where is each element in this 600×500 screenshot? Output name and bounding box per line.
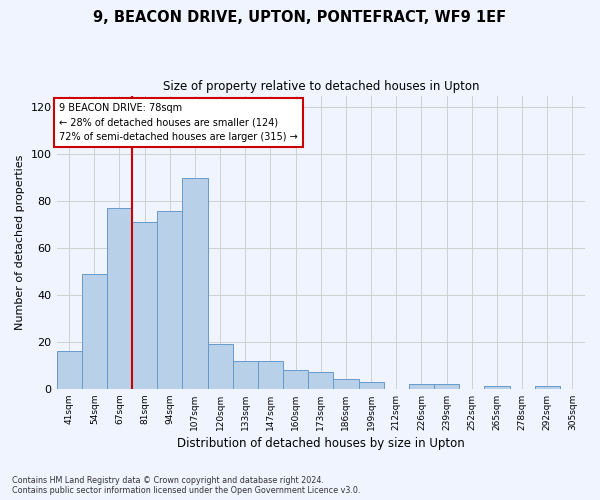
X-axis label: Distribution of detached houses by size in Upton: Distribution of detached houses by size … (177, 437, 464, 450)
Bar (182, 178, 208, 389)
Bar (233, 360, 258, 389)
Bar (157, 210, 182, 389)
Y-axis label: Number of detached properties: Number of detached properties (15, 154, 25, 330)
Bar (258, 360, 283, 389)
Text: 9, BEACON DRIVE, UPTON, PONTEFRACT, WF9 1EF: 9, BEACON DRIVE, UPTON, PONTEFRACT, WF9 … (94, 10, 506, 25)
Bar (56, 352, 82, 389)
Bar (283, 370, 308, 389)
Bar (359, 382, 383, 389)
Bar (107, 208, 132, 389)
Bar (82, 274, 107, 389)
Bar (132, 222, 157, 389)
Bar (334, 380, 359, 389)
Text: 9 BEACON DRIVE: 78sqm
← 28% of detached houses are smaller (124)
72% of semi-det: 9 BEACON DRIVE: 78sqm ← 28% of detached … (59, 102, 298, 142)
Text: Contains HM Land Registry data © Crown copyright and database right 2024.
Contai: Contains HM Land Registry data © Crown c… (12, 476, 361, 495)
Bar (208, 344, 233, 389)
Bar (535, 386, 560, 389)
Bar (409, 384, 434, 389)
Bar (484, 386, 509, 389)
Bar (308, 372, 334, 389)
Title: Size of property relative to detached houses in Upton: Size of property relative to detached ho… (163, 80, 479, 93)
Bar (434, 384, 459, 389)
